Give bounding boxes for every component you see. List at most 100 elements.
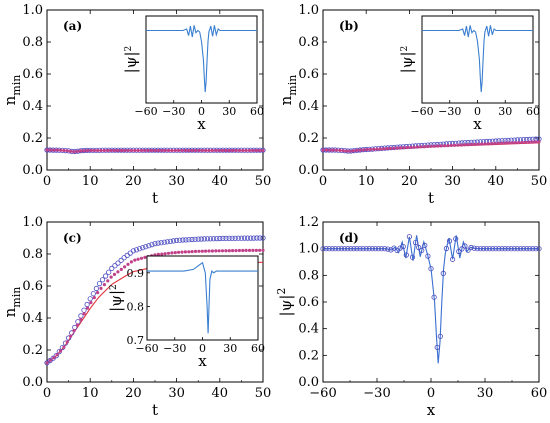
data-point: [217, 249, 221, 253]
data-point: [465, 247, 471, 253]
y-tick-label: 0.6: [22, 279, 43, 294]
data-point: [258, 248, 262, 252]
y-axis-label-main: |ψ|: [277, 295, 295, 317]
data-point: [405, 145, 409, 150]
data-point: [321, 148, 325, 152]
data-point: [85, 306, 90, 310]
data-point: [102, 148, 106, 153]
data-point: [502, 246, 508, 252]
data-point: [527, 140, 531, 144]
y-tick-label: 0.8: [298, 35, 319, 50]
data-point: [133, 148, 137, 153]
y-tick-label: 0.0: [22, 375, 43, 390]
x-axis-label: x: [427, 401, 436, 419]
data-point: [207, 236, 214, 242]
data-point: [220, 235, 226, 241]
y-tick-label: 0.4: [22, 99, 43, 114]
y-axis-label-sub: min: [10, 287, 23, 308]
data-point: [210, 148, 214, 153]
series-circle: [44, 235, 266, 366]
data-point: [365, 148, 369, 152]
x-tick-label: 0: [319, 174, 327, 189]
data-point: [124, 252, 130, 258]
data-point: [261, 248, 265, 252]
data-point: [174, 237, 180, 243]
inset-y-axis-label-text: |ψ|: [107, 290, 125, 312]
data-point: [226, 235, 232, 241]
data-point: [348, 246, 354, 252]
data-point: [372, 246, 379, 252]
data-point: [193, 148, 198, 153]
data-point: [258, 148, 262, 153]
data-point: [469, 142, 474, 147]
inset-y-axis-label: |ψ|2: [107, 284, 125, 312]
data-point: [224, 148, 228, 153]
data-point: [503, 141, 507, 145]
data-point: [403, 252, 409, 258]
data-point: [446, 141, 453, 147]
data-point: [137, 246, 143, 252]
data-point: [136, 257, 140, 261]
data-point: [231, 249, 235, 253]
data-point: [92, 296, 96, 300]
inset-y-axis-label-sup: 2: [109, 284, 119, 290]
data-point: [261, 148, 265, 153]
data-point: [513, 141, 518, 145]
data-point: [173, 251, 177, 255]
data-point: [109, 148, 113, 153]
data-point: [422, 145, 426, 149]
data-point: [486, 142, 490, 146]
data-point: [520, 140, 524, 145]
x-tick-label: 30: [444, 174, 461, 189]
y-tick-label: 0.6: [22, 67, 43, 82]
data-point: [530, 140, 534, 144]
y-tick-label: 1.0: [22, 3, 43, 18]
data-point: [200, 148, 204, 153]
data-point: [204, 148, 208, 153]
data-point: [234, 249, 238, 253]
y-axis-label-main: n: [1, 307, 19, 317]
data-point: [53, 352, 59, 359]
data-point: [520, 246, 527, 252]
y-tick-label: 0.2: [298, 131, 319, 146]
inset-x-tick-label: 60: [526, 105, 540, 118]
data-point: [45, 361, 49, 365]
data-point: [115, 260, 121, 266]
panel-d: −60 −30 0 30 60 0.0 0.2 0.4 0.6 0.8 1.0 1.2 x |ψ|2 (d): [275, 215, 547, 419]
data-point: [52, 148, 56, 152]
data-point: [536, 246, 542, 252]
data-point: [357, 246, 363, 252]
data-point: [65, 149, 69, 153]
data-point: [533, 246, 539, 252]
data-point: [369, 246, 375, 252]
data-point: [183, 148, 187, 153]
data-point: [505, 246, 511, 252]
data-point: [82, 149, 86, 153]
data-point: [164, 239, 170, 245]
x-tick-label: 40: [212, 174, 229, 189]
y-tick-label: 1.0: [298, 242, 319, 257]
data-point: [257, 235, 263, 241]
data-point: [459, 246, 465, 252]
data-point: [363, 246, 369, 252]
panel-label: (a): [63, 19, 82, 33]
data-point: [375, 147, 379, 151]
data-point: [160, 252, 164, 256]
data-point: [187, 250, 191, 254]
data-point: [490, 142, 494, 146]
inset-frame: [145, 15, 258, 104]
data-point: [247, 148, 252, 153]
data-point: [406, 234, 412, 240]
data-point: [119, 267, 123, 271]
data-point: [112, 263, 118, 269]
x-tick-label: 30: [168, 386, 185, 401]
data-point: [102, 283, 106, 287]
data-point: [207, 249, 211, 253]
data-point: [127, 250, 133, 256]
data-point: [99, 148, 103, 153]
data-point: [468, 244, 474, 251]
data-point: [251, 248, 255, 252]
data-point: [361, 148, 366, 152]
data-point: [140, 245, 146, 251]
